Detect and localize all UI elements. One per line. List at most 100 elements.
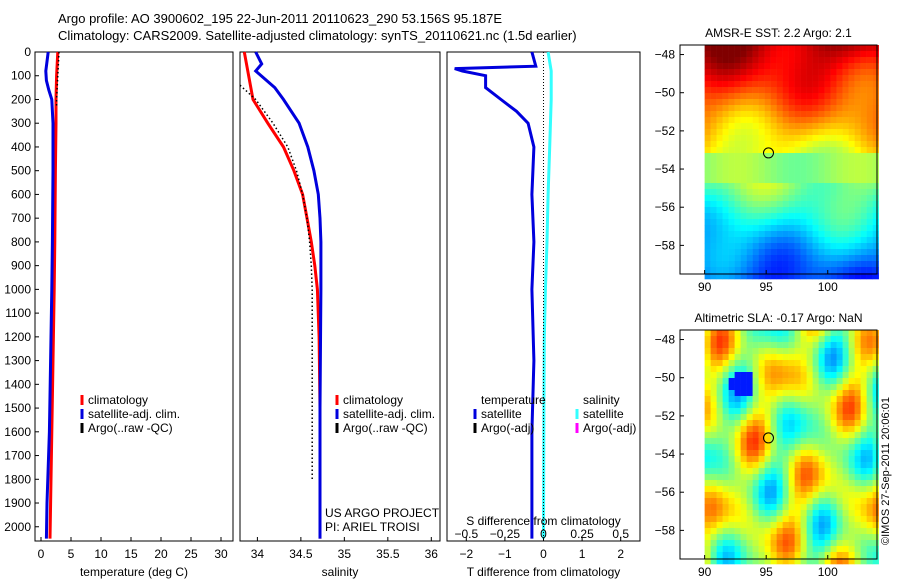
heatmap-cell [716, 165, 723, 172]
heatmap-cell [728, 504, 735, 511]
heatmap-cell [812, 348, 819, 355]
heatmap-cell [848, 225, 855, 232]
heatmap-cell [764, 99, 771, 106]
heatmap-cell [722, 342, 729, 349]
heatmap-cell [854, 69, 861, 76]
heatmap-cell [746, 51, 753, 58]
heatmap-cell [782, 336, 789, 343]
heatmap-cell [860, 456, 867, 463]
heatmap-cell [734, 141, 741, 148]
heatmap-cell [872, 129, 879, 136]
map-ytick-label: −52 [655, 124, 676, 138]
heatmap-cell [842, 183, 849, 190]
heatmap-cell [818, 171, 825, 178]
heatmap-cell [800, 342, 807, 349]
heatmap-cell [854, 249, 861, 256]
heatmap-cell [782, 249, 789, 256]
heatmap-cell [752, 354, 759, 361]
heatmap-cell [722, 267, 729, 274]
heatmap-cell [830, 330, 837, 337]
heatmap-cell [770, 486, 777, 493]
heatmap-cell [788, 153, 795, 160]
heatmap-cell [734, 402, 741, 409]
heatmap-cell [806, 426, 813, 433]
heatmap-cell [770, 177, 777, 184]
heatmap-cell [764, 522, 771, 529]
heatmap-cell [722, 165, 729, 172]
heatmap-cell [788, 354, 795, 361]
heatmap-cell [728, 261, 735, 268]
legend-label: climatology [88, 393, 148, 407]
heatmap-cell [824, 342, 831, 349]
heatmap-cell [812, 426, 819, 433]
heatmap-cell [710, 486, 717, 493]
heatmap-cell [722, 261, 729, 268]
ytick-label: 0 [24, 45, 31, 59]
heatmap-cell [794, 69, 801, 76]
heatmap-cell [794, 273, 801, 280]
heatmap-cell [794, 348, 801, 355]
heatmap-cell [734, 99, 741, 106]
heatmap-cell [860, 105, 867, 112]
heatmap-cell [740, 201, 747, 208]
heatmap-cell [824, 396, 831, 403]
heatmap-cell [836, 552, 843, 559]
heatmap-cell [818, 45, 825, 52]
heatmap-cell [710, 408, 717, 415]
heatmap-cell [866, 255, 873, 262]
heatmap-cell [716, 123, 723, 130]
heatmap-cell [800, 366, 807, 373]
heatmap-cell [704, 201, 711, 208]
heatmap-cell [740, 159, 747, 166]
heatmap-cell [854, 426, 861, 433]
heatmap-cell [704, 552, 711, 559]
heatmap-cell [770, 63, 777, 70]
heatmap-cell [824, 504, 831, 511]
heatmap-cell [842, 165, 849, 172]
heatmap-cell [794, 456, 801, 463]
heatmap-cell [812, 396, 819, 403]
heatmap-cell [848, 504, 855, 511]
heatmap-cell [722, 111, 729, 118]
heatmap-cell [860, 468, 867, 475]
ytick-label: 1000 [4, 282, 31, 296]
heatmap-cell [794, 396, 801, 403]
heatmap-cell [704, 366, 711, 373]
heatmap-cell [758, 504, 765, 511]
heatmap-cell [860, 426, 867, 433]
heatmap-cell [776, 378, 783, 385]
heatmap-cell [788, 408, 795, 415]
heatmap-cell [872, 117, 879, 124]
heatmap-cell [854, 165, 861, 172]
heatmap-cell [854, 201, 861, 208]
heatmap-cell [836, 534, 843, 541]
heatmap-cell [770, 402, 777, 409]
heatmap-cell [704, 450, 711, 457]
heatmap-cell [812, 243, 819, 250]
heatmap-cell [872, 207, 879, 214]
heatmap-cell [704, 372, 711, 379]
heatmap-cell [842, 57, 849, 64]
heatmap-cell [818, 468, 825, 475]
heatmap-cell [866, 63, 873, 70]
heatmap-cell [740, 384, 747, 391]
heatmap-cell [788, 432, 795, 439]
heatmap-cell [866, 177, 873, 184]
heatmap-cell [788, 450, 795, 457]
heatmap-cell [842, 69, 849, 76]
heatmap-cell [872, 426, 879, 433]
heatmap-cell [740, 336, 747, 343]
heatmap-cell [812, 99, 819, 106]
heatmap-cell [770, 456, 777, 463]
heatmap-cell [794, 522, 801, 529]
heatmap-cell [842, 462, 849, 469]
heatmap-cell [758, 243, 765, 250]
heatmap-cell [782, 57, 789, 64]
heatmap-cell [716, 255, 723, 262]
heatmap-cell [866, 426, 873, 433]
xaxis-label-salinity: salinity [322, 565, 359, 579]
heatmap-cell [836, 147, 843, 154]
heatmap-cell [842, 219, 849, 226]
heatmap-cell [704, 99, 711, 106]
legend-heading: temperature [481, 393, 546, 407]
